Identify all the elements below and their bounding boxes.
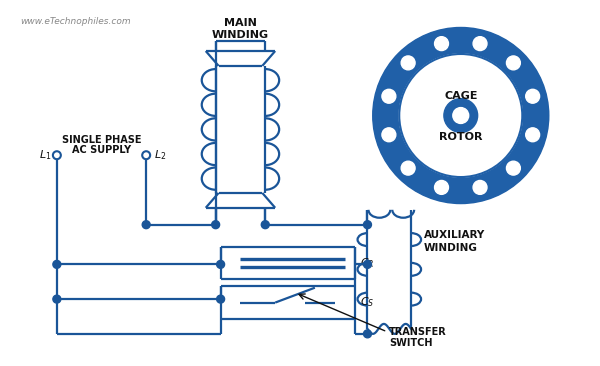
Text: $L_2$: $L_2$: [154, 148, 166, 162]
Circle shape: [444, 99, 478, 132]
Text: $C_S$: $C_S$: [359, 296, 374, 310]
Circle shape: [217, 295, 224, 303]
Circle shape: [401, 161, 415, 175]
Circle shape: [506, 56, 520, 70]
Text: MAIN: MAIN: [224, 18, 257, 28]
Circle shape: [401, 56, 415, 70]
Text: WINDING: WINDING: [212, 30, 269, 40]
Circle shape: [364, 330, 371, 338]
Circle shape: [53, 295, 61, 303]
Circle shape: [473, 180, 487, 194]
Circle shape: [212, 221, 220, 229]
Text: www.eTechnophiles.com: www.eTechnophiles.com: [20, 17, 131, 26]
Circle shape: [526, 128, 539, 142]
Text: AC SUPPLY: AC SUPPLY: [72, 145, 131, 155]
Circle shape: [473, 37, 487, 51]
Circle shape: [217, 260, 224, 268]
Text: TRANSFER: TRANSFER: [389, 327, 447, 337]
Text: CAGE: CAGE: [444, 91, 478, 101]
Circle shape: [506, 161, 520, 175]
Circle shape: [382, 128, 396, 142]
Circle shape: [526, 89, 539, 103]
Circle shape: [373, 28, 548, 203]
Circle shape: [453, 108, 469, 123]
Circle shape: [434, 37, 448, 51]
Circle shape: [261, 221, 269, 229]
Text: SINGLE PHASE: SINGLE PHASE: [62, 135, 141, 145]
Circle shape: [364, 260, 371, 268]
Circle shape: [364, 221, 371, 229]
Text: SWITCH: SWITCH: [389, 338, 433, 348]
Circle shape: [434, 180, 448, 194]
Text: ROTOR: ROTOR: [439, 132, 482, 142]
Text: $C_R$: $C_R$: [359, 256, 374, 270]
Circle shape: [142, 221, 150, 229]
Text: AUXILIARY: AUXILIARY: [424, 229, 485, 240]
Text: WINDING: WINDING: [424, 243, 478, 253]
Circle shape: [399, 54, 522, 177]
Text: $L_1$: $L_1$: [40, 148, 52, 162]
Circle shape: [53, 260, 61, 268]
Circle shape: [382, 89, 396, 103]
